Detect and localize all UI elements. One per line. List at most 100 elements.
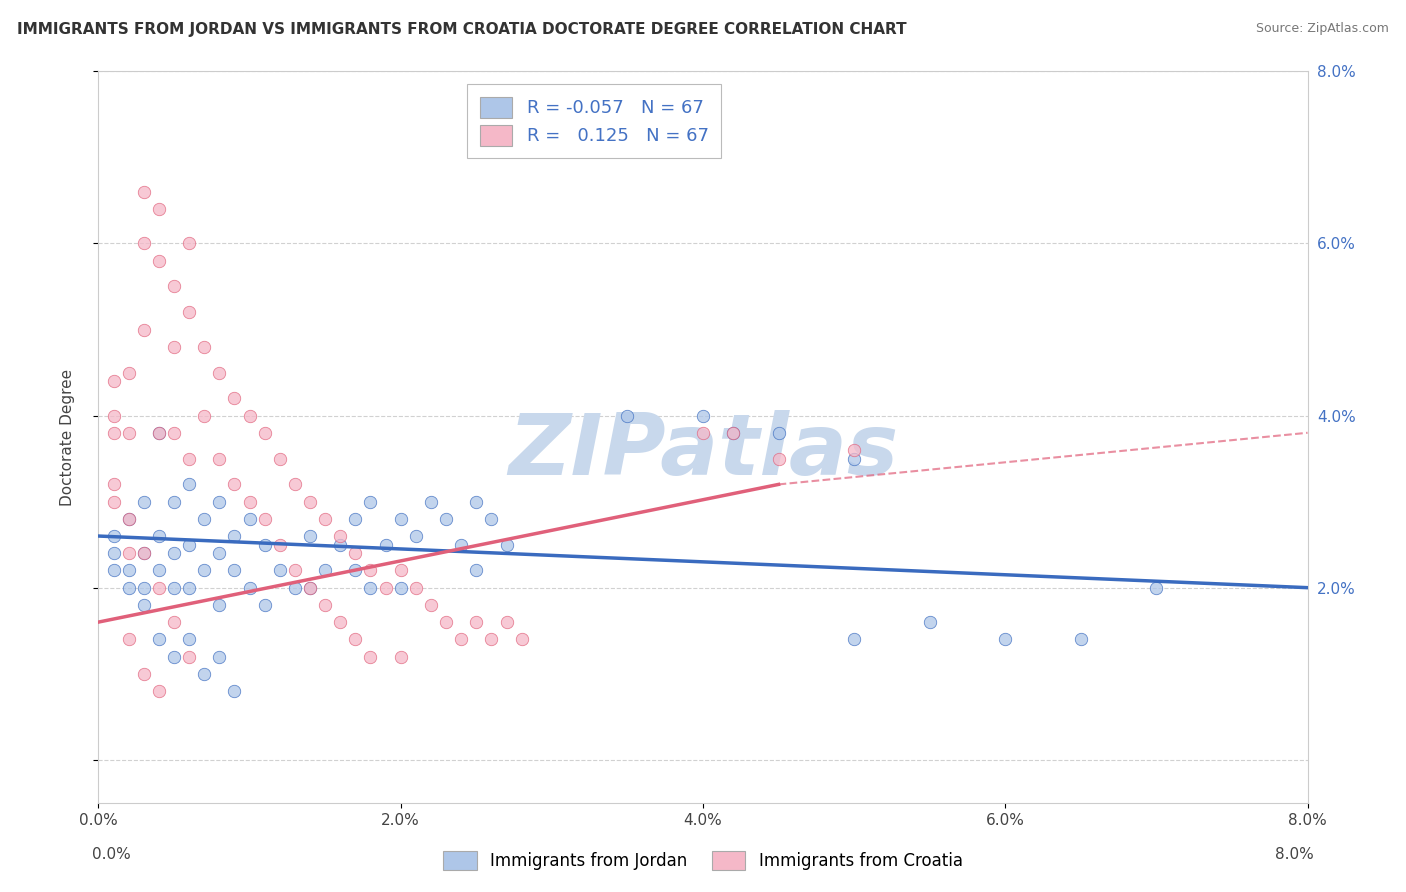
- Point: [344, 546, 367, 560]
- Point: [329, 529, 352, 543]
- Point: [103, 477, 125, 491]
- Point: [103, 425, 125, 440]
- Point: [193, 512, 215, 526]
- Point: [163, 494, 186, 508]
- Point: [329, 615, 352, 629]
- Point: [148, 425, 170, 440]
- Point: [118, 581, 141, 595]
- Point: [374, 581, 396, 595]
- Point: [360, 581, 382, 595]
- Point: [208, 598, 231, 612]
- Point: [465, 564, 488, 578]
- Point: [239, 494, 262, 508]
- Point: [103, 374, 125, 388]
- Point: [284, 564, 307, 578]
- Point: [389, 512, 412, 526]
- Point: [374, 538, 396, 552]
- Point: [193, 564, 215, 578]
- Point: [465, 494, 488, 508]
- Point: [179, 236, 201, 251]
- Text: ZIPatlas: ZIPatlas: [508, 410, 898, 493]
- Point: [103, 529, 125, 543]
- Point: [148, 632, 170, 647]
- Point: [299, 494, 322, 508]
- Point: [118, 546, 141, 560]
- Point: [253, 538, 276, 552]
- Point: [163, 615, 186, 629]
- Point: [344, 564, 367, 578]
- Point: [723, 425, 745, 440]
- Point: [163, 279, 186, 293]
- Point: [253, 425, 276, 440]
- Point: [148, 253, 170, 268]
- Point: [224, 392, 246, 406]
- Point: [208, 366, 231, 380]
- Point: [768, 425, 790, 440]
- Point: [299, 581, 322, 595]
- Point: [434, 615, 457, 629]
- Point: [616, 409, 638, 423]
- Point: [405, 581, 427, 595]
- Point: [132, 494, 155, 508]
- Point: [103, 546, 125, 560]
- Point: [163, 425, 186, 440]
- Point: [844, 632, 866, 647]
- Point: [132, 322, 155, 336]
- Point: [118, 512, 141, 526]
- Point: [208, 451, 231, 466]
- Point: [118, 632, 141, 647]
- Point: [163, 581, 186, 595]
- Point: [434, 512, 457, 526]
- Point: [148, 425, 170, 440]
- Point: [1146, 581, 1168, 595]
- Point: [344, 512, 367, 526]
- Point: [1070, 632, 1092, 647]
- Point: [179, 305, 201, 319]
- Point: [208, 494, 231, 508]
- Point: [193, 666, 215, 681]
- Point: [994, 632, 1017, 647]
- Point: [284, 477, 307, 491]
- Point: [450, 632, 472, 647]
- Point: [163, 340, 186, 354]
- Point: [132, 598, 155, 612]
- Point: [510, 632, 533, 647]
- Point: [495, 615, 517, 629]
- Legend: R = -0.057   N = 67, R =   0.125   N = 67: R = -0.057 N = 67, R = 0.125 N = 67: [467, 84, 721, 158]
- Point: [314, 598, 336, 612]
- Point: [450, 538, 472, 552]
- Point: [253, 512, 276, 526]
- Point: [163, 546, 186, 560]
- Point: [118, 564, 141, 578]
- Text: 0.0%: 0.0%: [93, 847, 131, 862]
- Point: [269, 564, 291, 578]
- Point: [239, 409, 262, 423]
- Point: [389, 649, 412, 664]
- Point: [269, 451, 291, 466]
- Text: Source: ZipAtlas.com: Source: ZipAtlas.com: [1256, 22, 1389, 36]
- Point: [495, 538, 517, 552]
- Y-axis label: Doctorate Degree: Doctorate Degree: [60, 368, 75, 506]
- Point: [284, 581, 307, 595]
- Point: [360, 494, 382, 508]
- Point: [103, 494, 125, 508]
- Point: [179, 632, 201, 647]
- Text: 8.0%: 8.0%: [1275, 847, 1313, 862]
- Point: [103, 564, 125, 578]
- Point: [481, 512, 503, 526]
- Point: [132, 236, 155, 251]
- Point: [420, 494, 443, 508]
- Point: [360, 649, 382, 664]
- Point: [481, 632, 503, 647]
- Point: [329, 538, 352, 552]
- Point: [253, 598, 276, 612]
- Point: [148, 684, 170, 698]
- Point: [918, 615, 941, 629]
- Point: [692, 409, 714, 423]
- Point: [179, 451, 201, 466]
- Point: [844, 451, 866, 466]
- Point: [224, 477, 246, 491]
- Point: [163, 649, 186, 664]
- Point: [118, 425, 141, 440]
- Point: [344, 632, 367, 647]
